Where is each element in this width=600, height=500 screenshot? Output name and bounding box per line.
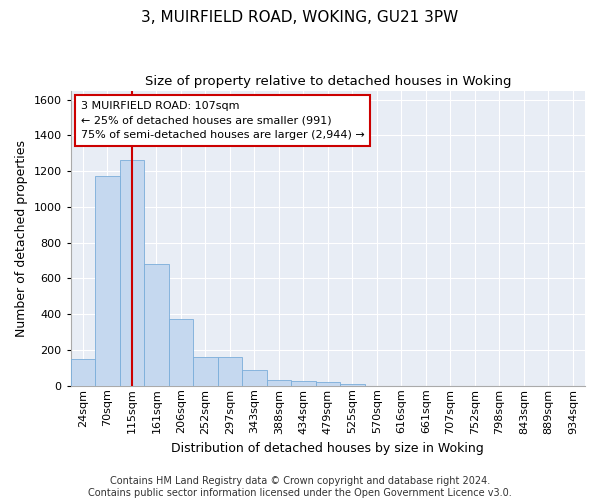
Text: 3 MUIRFIELD ROAD: 107sqm
← 25% of detached houses are smaller (991)
75% of semi-: 3 MUIRFIELD ROAD: 107sqm ← 25% of detach… — [81, 101, 365, 140]
Bar — [169, 318, 193, 386]
Bar — [95, 176, 119, 386]
Text: Contains HM Land Registry data © Crown copyright and database right 2024.
Contai: Contains HM Land Registry data © Crown c… — [88, 476, 512, 498]
Bar — [266, 380, 291, 386]
Bar — [340, 384, 365, 386]
Y-axis label: Number of detached properties: Number of detached properties — [15, 140, 28, 336]
X-axis label: Distribution of detached houses by size in Woking: Distribution of detached houses by size … — [172, 442, 484, 455]
Title: Size of property relative to detached houses in Woking: Size of property relative to detached ho… — [145, 75, 511, 88]
Text: 3, MUIRFIELD ROAD, WOKING, GU21 3PW: 3, MUIRFIELD ROAD, WOKING, GU21 3PW — [142, 10, 458, 25]
Bar — [193, 357, 218, 386]
Bar — [218, 357, 242, 386]
Bar — [316, 382, 340, 386]
Bar — [71, 359, 95, 386]
Bar — [144, 264, 169, 386]
Bar — [291, 382, 316, 386]
Bar — [119, 160, 144, 386]
Bar — [242, 370, 266, 386]
